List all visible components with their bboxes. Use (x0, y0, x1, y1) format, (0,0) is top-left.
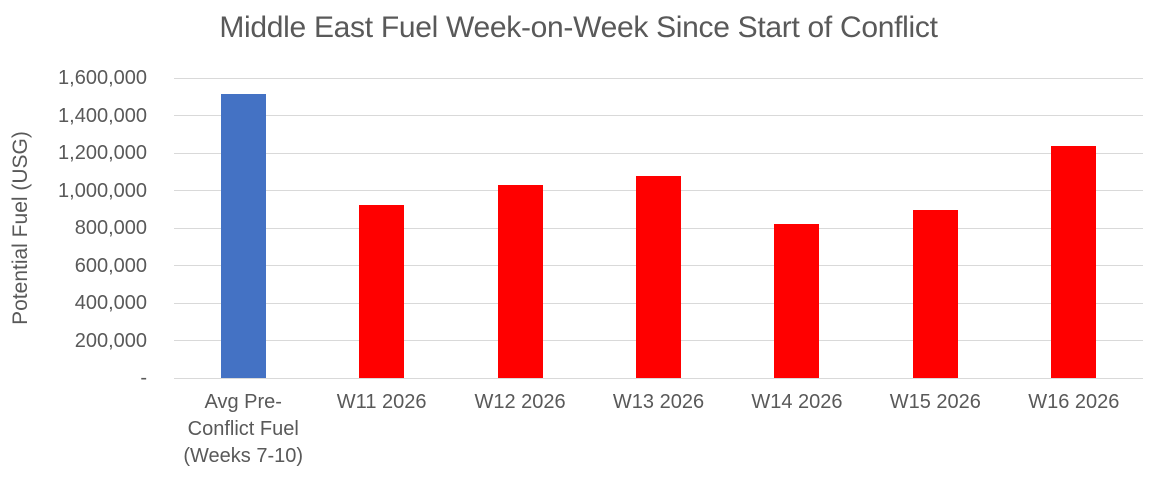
x-category-label: W14 2026 (751, 391, 843, 413)
y-tick-label: 400,000 (74, 292, 147, 314)
plot-area (174, 77, 1143, 379)
gridline (174, 77, 1143, 79)
gridline (174, 115, 1143, 116)
chart-title: Middle East Fuel Week-on-Week Since Star… (219, 11, 938, 44)
y-tick-label: 600,000 (74, 254, 147, 277)
bar-avg-pre-conflict (220, 93, 266, 378)
x-category-label: W16 2026 (1028, 391, 1120, 413)
bar-w15-2026 (912, 210, 958, 378)
bar-w13-2026 (636, 176, 681, 378)
y-tick-label: 200,000 (74, 329, 147, 352)
y-tick-label: 800,000 (74, 217, 147, 239)
bar-w11-2026 (359, 204, 405, 378)
x-category-label: Avg Pre-Conflict Fuel (Weeks 7-10) (183, 391, 304, 467)
bar-w16-2026 (1051, 145, 1097, 378)
x-category-label: W15 2026 (889, 391, 981, 413)
x-axis-labels: Avg Pre-Conflict Fuel (Weeks 7-10) W11 20… (174, 389, 1143, 479)
y-tick-label: - (140, 367, 147, 389)
gridline (174, 152, 1143, 154)
x-category-label: W11 2026 (336, 391, 427, 413)
bar-w12-2026 (497, 184, 543, 378)
x-category-label: W13 2026 (612, 391, 705, 413)
y-axis-ticks: 1,600,000 1,400,000 1,200,000 1,000,000 800,… (0, 67, 147, 389)
y-tick-label: 1,400,000 (58, 104, 147, 127)
y-tick-label: 1,000,000 (58, 179, 147, 202)
x-category-label: W12 2026 (474, 391, 566, 413)
bar-w14-2026 (774, 224, 820, 378)
y-tick-label: 1,200,000 (58, 142, 147, 164)
y-tick-label: 1,600,000 (58, 67, 147, 89)
gridline (174, 377, 1143, 379)
